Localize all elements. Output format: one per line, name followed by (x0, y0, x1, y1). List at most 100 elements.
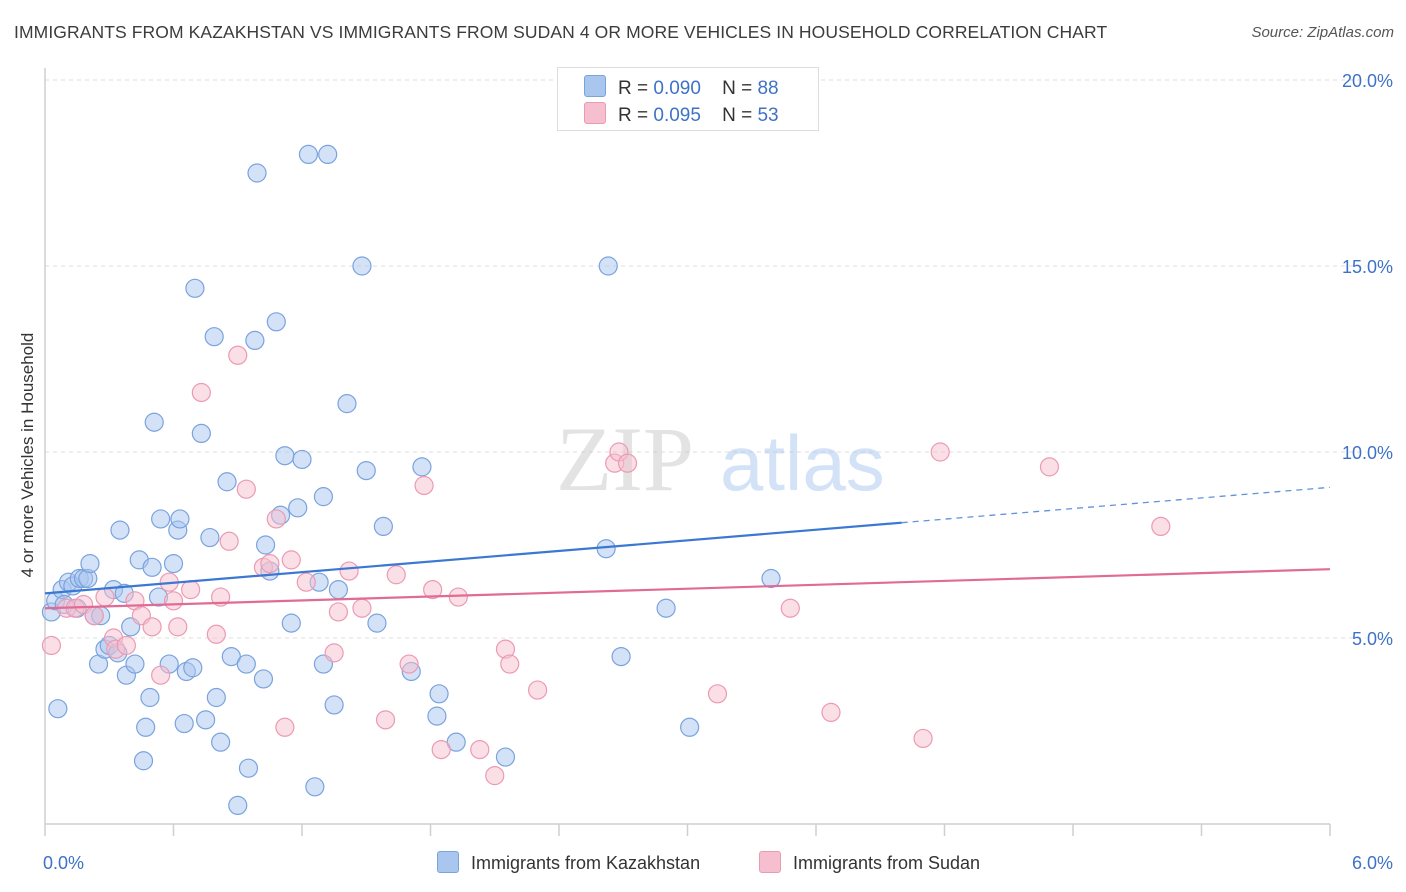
sudan-point (181, 580, 201, 600)
sudan-point (1039, 457, 1060, 477)
sudan-point (324, 643, 344, 663)
kazakhstan-point (596, 539, 616, 559)
kazakhstan-point (247, 163, 267, 183)
sudan-point (431, 739, 451, 760)
y-axis-label: 4 or more Vehicles in Household (18, 332, 37, 578)
sudan-point (296, 572, 316, 592)
kazakhstan-point (196, 710, 216, 730)
kazakhstan-point (611, 646, 631, 667)
legend-r-label: R = (618, 105, 649, 126)
sudan-point (328, 602, 349, 622)
kazakhstan-point (313, 487, 334, 507)
sudan-point (500, 654, 520, 674)
sudan-point (423, 580, 443, 600)
sudan-point (116, 635, 136, 656)
sudan-label: Immigrants from Sudan (793, 853, 981, 873)
x-tick-label-max: 6.0% (1352, 853, 1393, 873)
kazakhstan-point (140, 687, 160, 708)
kazakhstan-point (292, 449, 312, 470)
sudan-point (930, 442, 950, 462)
kazakhstan-trend-line (44, 521, 902, 595)
sudan-point (151, 665, 171, 685)
legend-n-value: 53 (757, 105, 779, 126)
kazakhstan-point (80, 553, 100, 574)
sudan-point (913, 728, 933, 749)
sudan-point (386, 565, 406, 585)
sudan-point (275, 717, 295, 737)
bottom-legend-sudan: Immigrants from Sudan (759, 851, 980, 874)
sudan-point (228, 345, 248, 365)
legend-r-label: R = (618, 78, 649, 99)
kazakhstan-point (200, 527, 220, 548)
kazakhstan-point (656, 598, 676, 618)
kazakhstan-point (253, 669, 274, 689)
watermark: ZIP atlas (556, 408, 885, 510)
chart-title: IMMIGRANTS FROM KAZAKHSTAN VS IMMIGRANTS… (14, 22, 1108, 42)
sudan-point (281, 550, 301, 570)
kazakhstan-point (337, 394, 357, 414)
legend-r-value: 0.090 (653, 78, 701, 99)
sudan-point (206, 624, 226, 644)
sudan-point (414, 475, 434, 496)
kazakhstan-point (133, 751, 154, 771)
sudan-point (707, 684, 728, 704)
kazakhstan-point (144, 412, 164, 432)
kazakhstan-point (125, 654, 145, 674)
sudan-point (95, 587, 115, 607)
legend-n-label: N = (722, 78, 753, 99)
kazakhstan-point (236, 654, 256, 674)
legend-n-label: N = (722, 105, 753, 126)
sudan-point (527, 680, 548, 700)
sudan-point (142, 617, 162, 637)
kazakhstan-point (170, 509, 190, 529)
legend-n-value: 88 (757, 78, 779, 99)
sudan-point (219, 531, 239, 551)
sudan-point (352, 598, 372, 618)
axes (44, 68, 1331, 836)
kazakhstan-point (185, 278, 205, 298)
kazakhstan-point (429, 684, 449, 704)
y-tick-label: 20.0% (1342, 71, 1393, 91)
y-tick-label: 15.0% (1342, 257, 1393, 277)
bottom-legend-kazakhstan: Immigrants from Kazakhstan (437, 851, 700, 874)
kazakhstan-point (352, 256, 372, 276)
kazakhstan-point (356, 461, 376, 481)
correlation-legend: R = 0.090 N = 88 R = 0.095 N = 53 (557, 67, 819, 131)
kazakhstan-point (367, 613, 387, 633)
sudan-point (211, 587, 231, 607)
kazakhstan-point (151, 509, 171, 529)
kazakhstan-point (328, 580, 349, 600)
kazakhstan-point (281, 613, 301, 633)
kazakhstan-swatch (437, 851, 459, 873)
trend-lines (44, 486, 1331, 610)
kazakhstan-point (427, 706, 447, 726)
sudan-point (163, 591, 184, 611)
watermark-atlas: atlas (720, 419, 885, 507)
sudan-point (339, 561, 359, 581)
kazakhstan-point (191, 423, 211, 443)
sudan-point (375, 710, 396, 730)
sudan-point (1151, 516, 1171, 537)
kazakhstan-point (110, 520, 130, 540)
kazakhstan-point (598, 256, 618, 276)
kazakhstan-point (206, 687, 226, 708)
kazakhstan-point (142, 557, 162, 577)
kazakhstan-point (211, 732, 231, 752)
kazakhstan-point (412, 457, 432, 477)
kazakhstan-point (275, 446, 295, 466)
kazakhstan-label: Immigrants from Kazakhstan (471, 853, 701, 873)
sudan-point (266, 509, 286, 529)
kazakhstan-point (305, 777, 325, 797)
sudan-point (84, 606, 104, 626)
legend-r-value: 0.095 (653, 105, 701, 126)
kazakhstan-point (48, 699, 68, 719)
sudan-point (470, 739, 490, 760)
legend-row-kazakhstan: R = 0.090 N = 88 (584, 75, 779, 99)
y-tick-label: 10.0% (1342, 443, 1393, 463)
source-label: Source: ZipAtlas.com (1251, 24, 1394, 41)
kazakhstan-point (245, 330, 265, 350)
kazakhstan-point (217, 472, 237, 492)
kazakhstan-trend-extension (901, 486, 1331, 524)
sudan-point (168, 617, 188, 637)
sudan-point (617, 453, 638, 473)
